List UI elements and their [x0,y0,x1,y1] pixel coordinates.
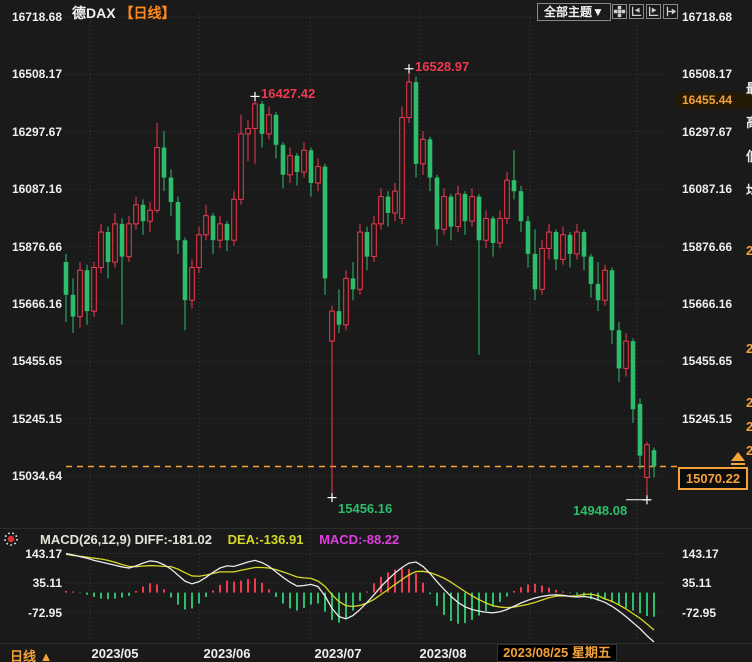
macd-axis-label-left: 143.17 [25,546,62,561]
clipped-glyph: 2 [746,341,752,356]
y-axis-label-right: 16297.67 [682,124,733,139]
clipped-glyph: 最 [746,78,752,97]
macd-dea-value: DEA:-136.91 [227,532,304,547]
x-axis-label: 2023/07 [314,646,362,661]
current-date-badge: 2023/08/25 星期五 [497,644,617,662]
y-axis-label-right: 16508.17 [682,67,733,82]
price-annotation: 16427.42 [261,86,316,102]
macd-indicator-header: MACD(26,12,9) DIFF:-181.02 DEA:-136.91 M… [40,532,399,547]
price-annotation: 14948.08 [573,502,628,518]
indicator-alert-icon[interactable] [3,531,19,547]
y-axis-label-right: 15245.15 [682,411,733,426]
chart-title: 德DAX 【日线】 [72,3,175,23]
y-axis-label-left: 15245.15 [11,411,62,426]
y-axis-label-left: 15666.16 [11,296,62,311]
clipped-glyph: 2 [746,395,752,410]
y-axis-label-left: 16297.67 [11,124,62,139]
axis-pan-left-icon[interactable] [629,4,644,19]
macd-hist-value: MACD:-88.22 [319,532,400,547]
axis-separator [0,643,752,644]
macd-axis-label-right: -72.95 [682,605,717,620]
macd-params-diff-value: MACD(26,12,9) DIFF:-181.02 [40,532,212,547]
y-axis-label-left: 16087.16 [11,182,62,197]
x-axis-label: 2023/06 [203,646,251,661]
y-axis-label-right: 15666.16 [682,296,733,311]
symbol-name: 德DAX [72,5,116,21]
period-selector[interactable]: 日线 ▲ [10,649,53,662]
theme-dropdown[interactable]: 全部主题▼ [537,3,611,21]
clipped-glyph: 高 [746,112,752,131]
macd-axis-label-left: 35.11 [32,576,62,590]
macd-axis-label-right: 35.11 [682,576,712,590]
last-price-badge: 15070.22 [678,467,748,490]
y-axis-label-left: 15876.66 [11,239,62,254]
page-right-icon[interactable] [663,4,678,19]
y-axis-label-left: 16508.17 [11,67,62,82]
clipped-right-panel: 最高低均 2 2 2 2 2 [746,0,752,662]
price-annotation: 16528.97 [415,58,470,74]
y-axis-label-left: 15455.65 [11,354,62,369]
y-axis-label-right: 16718.68 [682,10,733,24]
y-axis-label-left: 16718.68 [11,10,62,24]
axis-pan-right-icon[interactable] [646,4,661,19]
x-axis-label: 2023/08 [419,646,467,661]
price-annotation: 15456.16 [338,500,393,516]
clipped-glyph: 2 [746,243,752,258]
y-axis-label-right: 15455.65 [682,354,733,369]
preclose-price-badge: 16455.44 [676,92,752,108]
x-axis-label: 2023/05 [91,646,139,661]
clipped-glyph: 2 [746,419,752,434]
period-bracket: 【日线】 [119,5,176,21]
panel-separator [0,528,752,529]
crosshair-move-icon[interactable] [612,4,627,19]
y-axis-label-right: 16087.16 [682,182,733,197]
clipped-glyph: 低 [746,146,752,165]
y-axis-label-left: 15034.64 [11,469,62,484]
clipped-glyph: 2 [746,443,752,458]
macd-axis-label-right: 143.17 [682,546,719,561]
macd-axis-label-left: -72.95 [27,605,62,620]
clipped-glyph: 均 [746,180,752,199]
y-axis-label-right: 15876.66 [682,239,733,254]
